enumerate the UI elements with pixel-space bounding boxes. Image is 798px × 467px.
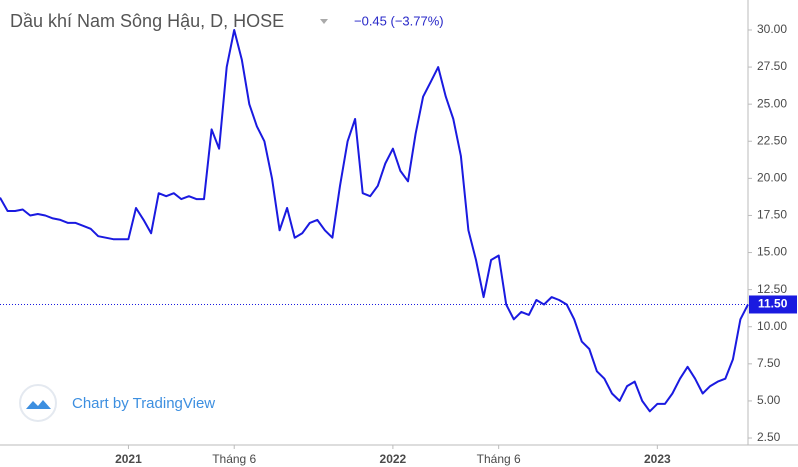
y-tick-label: 5.00 <box>757 393 781 407</box>
y-tick-label: 30.00 <box>757 22 787 36</box>
last-price-box <box>749 295 797 314</box>
x-tick-label: Tháng 6 <box>477 452 521 466</box>
y-tick-label: 25.00 <box>757 96 787 110</box>
x-tick-label: 2022 <box>380 452 407 466</box>
watermark-text: Chart by TradingView <box>72 395 215 412</box>
logo-icon <box>26 400 51 409</box>
y-tick-label: 27.50 <box>757 59 787 73</box>
y-tick-label: 12.50 <box>757 282 787 296</box>
y-tick-label: 22.50 <box>757 133 787 147</box>
watermark[interactable]: Chart by TradingView <box>19 384 215 422</box>
y-tick-label: 20.00 <box>757 171 787 185</box>
price-line <box>0 29 749 413</box>
x-tick-label: Tháng 6 <box>212 452 256 466</box>
dropdown-icon[interactable] <box>320 19 328 24</box>
last-price-label: 11.50 <box>758 297 788 311</box>
logo-circle <box>19 384 57 422</box>
y-tick-label: 7.50 <box>757 356 781 370</box>
y-tick-label: 15.00 <box>757 245 787 259</box>
y-tick-label: 2.50 <box>757 430 781 444</box>
y-tick-label: 17.50 <box>757 208 787 222</box>
chart-title: Dầu khí Nam Sông Hậu, D, HOSE <box>10 11 284 31</box>
change-label: −0.45 (−3.77%) <box>354 13 444 28</box>
y-tick-label: 10.00 <box>757 319 787 333</box>
x-tick-label: 2023 <box>644 452 671 466</box>
x-tick-label: 2021 <box>115 452 142 466</box>
